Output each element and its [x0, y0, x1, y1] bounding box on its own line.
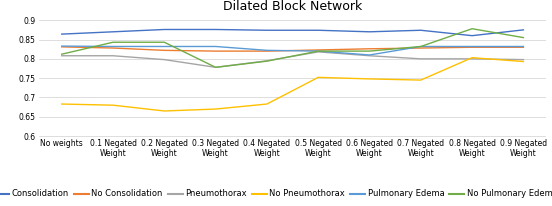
Pulmonary Edema [469, 45, 475, 48]
No Pneumothorax [417, 79, 424, 81]
Pneumothorax [366, 55, 373, 57]
No Pulmonary Edema [315, 50, 321, 52]
No Pneumothorax [520, 60, 527, 63]
Line: Consolidation: Consolidation [62, 29, 523, 36]
No Pulmonary Edema [213, 66, 219, 69]
No Pneumothorax [315, 76, 321, 79]
Pneumothorax [417, 58, 424, 60]
No Consolidation [264, 50, 270, 52]
No Pneumothorax [366, 78, 373, 80]
Consolidation [110, 30, 116, 33]
Pulmonary Edema [161, 45, 168, 48]
No Pulmonary Edema [264, 60, 270, 62]
Pneumothorax [264, 60, 270, 62]
Line: No Pneumothorax: No Pneumothorax [62, 58, 523, 111]
Pneumothorax [520, 58, 527, 61]
No Consolidation [59, 46, 65, 48]
Line: No Pulmonary Edema: No Pulmonary Edema [62, 29, 523, 67]
Pneumothorax [315, 51, 321, 53]
No Pulmonary Edema [366, 50, 373, 52]
Line: Pulmonary Edema: Pulmonary Edema [62, 46, 523, 55]
Consolidation [161, 28, 168, 31]
Consolidation [417, 29, 424, 32]
No Pulmonary Edema [110, 41, 116, 43]
No Pulmonary Edema [417, 45, 424, 48]
Legend: Consolidation, No Consolidation, Pneumothorax, No Pneumothorax, Pulmonary Edema,: Consolidation, No Consolidation, Pneumot… [0, 186, 552, 202]
Pulmonary Edema [315, 50, 321, 52]
No Pneumothorax [161, 110, 168, 112]
Consolidation [213, 28, 219, 31]
No Pulmonary Edema [59, 53, 65, 55]
No Consolidation [417, 47, 424, 49]
No Consolidation [110, 47, 116, 49]
No Consolidation [315, 49, 321, 51]
No Pneumothorax [213, 108, 219, 110]
Consolidation [264, 29, 270, 32]
No Pulmonary Edema [469, 27, 475, 30]
Pulmonary Edema [264, 49, 270, 52]
Pulmonary Edema [213, 45, 219, 48]
No Consolidation [213, 50, 219, 52]
Consolidation [59, 33, 65, 35]
Title: Dilated Block Network: Dilated Block Network [223, 0, 362, 13]
No Pneumothorax [59, 103, 65, 105]
No Consolidation [469, 46, 475, 48]
Consolidation [520, 29, 527, 31]
Line: No Consolidation: No Consolidation [62, 47, 523, 51]
No Consolidation [161, 49, 168, 52]
No Pneumothorax [264, 103, 270, 105]
Consolidation [469, 34, 475, 37]
No Pulmonary Edema [161, 41, 168, 43]
Pulmonary Edema [366, 54, 373, 56]
No Pneumothorax [110, 104, 116, 107]
Pneumothorax [469, 58, 475, 60]
Pneumothorax [161, 58, 168, 61]
Pneumothorax [213, 66, 219, 69]
Consolidation [315, 29, 321, 32]
No Consolidation [520, 46, 527, 48]
Pneumothorax [110, 55, 116, 57]
Line: Pneumothorax: Pneumothorax [62, 52, 523, 67]
Pneumothorax [59, 55, 65, 57]
Pulmonary Edema [59, 45, 65, 47]
Pulmonary Edema [110, 45, 116, 48]
No Consolidation [366, 48, 373, 50]
Consolidation [366, 30, 373, 33]
Pulmonary Edema [417, 45, 424, 48]
No Pneumothorax [469, 56, 475, 59]
Pulmonary Edema [520, 45, 527, 48]
No Pulmonary Edema [520, 36, 527, 39]
